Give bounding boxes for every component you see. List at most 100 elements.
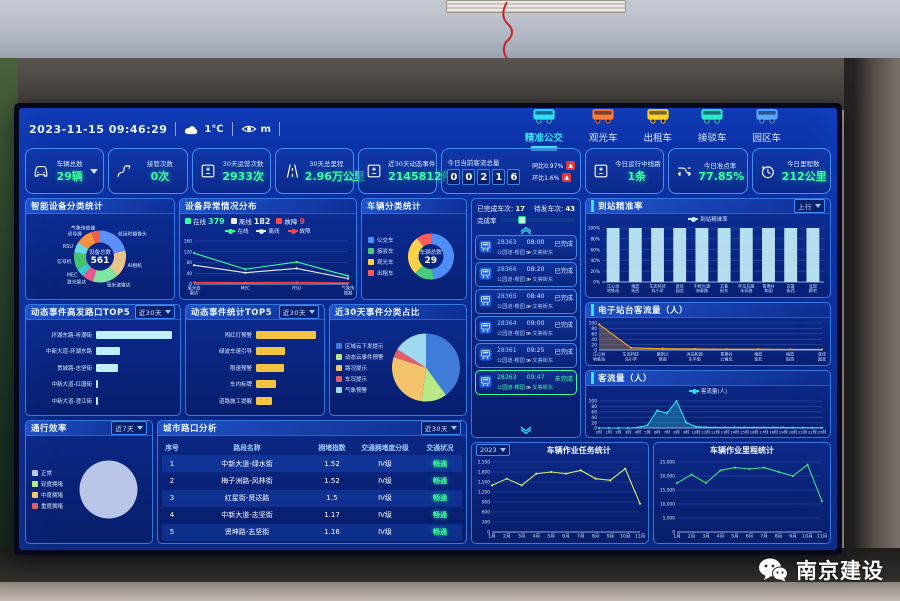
tab-接驳车[interactable]: 接驳车 — [698, 108, 726, 151]
svg-text:5月: 5月 — [731, 534, 739, 540]
tab-出租车[interactable]: 出租车 — [643, 108, 672, 151]
trip-card[interactable]: 28364 09:00 已完成 公园道-樱园≫文荟街东 — [475, 316, 577, 341]
trend-up-icon: ▲ — [566, 160, 576, 170]
trip-route: 公园道-樱园≫文荟街东 — [497, 357, 573, 364]
svg-text:信号机: 信号机 — [57, 258, 72, 265]
legend-label: 气象预警 — [345, 387, 368, 394]
svg-text:AI相机: AI相机 — [128, 262, 142, 269]
svg-text:20: 20 — [591, 420, 597, 426]
range-dropdown[interactable]: 近30天 — [134, 305, 175, 319]
trip-line1: 28361 09:25 已完成 — [497, 347, 573, 356]
scroll-down-chevron[interactable] — [475, 426, 577, 434]
cell: 1.52 — [324, 459, 340, 468]
bar-label: 绿波车速引导 — [218, 349, 252, 355]
panel-device-stats: 智能设备分类统计 低延时摄像头 AI相机 毫米波雷达 激光雷达 MEC 信号机 RSU 诱导屏… — [25, 198, 175, 300]
route-arrow-icon: ≫ — [525, 385, 532, 392]
svg-text:10,000: 10,000 — [660, 502, 675, 508]
svg-text:中新大道洲泰路: 中新大道洲泰路 — [694, 283, 710, 294]
year-dropdown[interactable]: 2023 — [476, 444, 510, 456]
legend-label: 重度拥堵 — [41, 504, 64, 510]
legend-label: 离线 — [268, 229, 280, 235]
cell: IV级 — [378, 494, 392, 503]
status-swatch — [276, 218, 283, 224]
tab-精准公交[interactable]: 精准公交 — [525, 108, 563, 151]
svg-text:11时: 11时 — [701, 430, 710, 435]
cell: IV级 — [378, 511, 392, 520]
stat-card-30天总里程: 30天总里程 2.96万公里 — [274, 148, 365, 194]
passenger-body: 今日当前客流总量 0 0 2 1 6 — [447, 157, 524, 185]
stat-label: 接管次数 — [146, 160, 173, 168]
column-header: 交通拥堵度分级 — [361, 443, 409, 452]
status-swatch — [185, 218, 191, 224]
svg-text:环岛东路永初路: 环岛东路永初路 — [738, 283, 754, 294]
bar-row-中新大道-澄江街: 中新大道-澄江街 — [28, 396, 172, 406]
trip-card[interactable]: 28363 09:47 未完成 公园道-樱园≫文荟街东 — [475, 370, 577, 395]
svg-text:0%: 0% — [593, 280, 600, 286]
svg-text:青奥村公寓北: 青奥村公寓北 — [720, 351, 732, 362]
trip-time: 09:00 — [526, 319, 545, 327]
task-stats-chart: 0 300 600 900 1,200 1,500 1,800 2,100 1月 2月 3月 4月 5月… — [472, 457, 648, 543]
svg-text:20,000: 20,000 — [660, 474, 675, 480]
road-table: 序号 路段名称 拥堵指数 交通拥堵度分级 交通状况 1 中新大道-绿水街 1.52 IV级 畅通 2… — [158, 436, 466, 543]
bar-track — [256, 347, 316, 355]
legend-item-气象预警: 气象预警 — [336, 386, 384, 394]
bar-track — [96, 347, 172, 355]
svg-text:1,800: 1,800 — [478, 470, 491, 476]
bus-icon — [479, 292, 494, 311]
device-status-legend: 在线 离线 故障 — [180, 226, 356, 236]
route-to: 文荟街东 — [532, 385, 554, 392]
bar-label: 贯城路-志坚街 — [57, 365, 92, 372]
svg-text:0: 0 — [672, 530, 675, 536]
svg-text:毫米波雷达: 毫米波雷达 — [107, 281, 131, 288]
panel-task-stats: 2023 车辆作业任务统计 0 300 600 900 1,200 1,500 1,800 2… — [471, 442, 649, 544]
stat-card-车辆总数: 车辆总数 29辆 — [25, 148, 105, 194]
route-to: 文荟街东 — [532, 250, 554, 257]
watermark: 南京建设 — [758, 555, 884, 585]
svg-text:80: 80 — [187, 260, 193, 266]
legend-marker — [688, 388, 699, 394]
tab-园区车[interactable]: 园区车 — [752, 108, 781, 151]
svg-text:60: 60 — [591, 332, 597, 338]
range-dropdown[interactable]: 近30天 — [278, 305, 319, 319]
stat-label: 30天运营次数 — [222, 160, 264, 168]
svg-text:低延时摄像头: 低延时摄像头 — [118, 230, 147, 237]
legend-item-到站精准率: 到站精准率 — [688, 215, 728, 223]
stat-value: 2145812件 — [388, 170, 453, 183]
cell: 5 — [169, 528, 175, 537]
cell: 4 — [169, 511, 175, 520]
trip-route: 公园道-樱园≫文荟街东 — [497, 249, 573, 256]
svg-text:梅蕊街西: 梅蕊街西 — [631, 283, 639, 294]
svg-text:文荟街西: 文荟街西 — [787, 283, 795, 294]
panel-title: 电子站台客流量（人） — [591, 304, 688, 316]
panel-trips: 已完成车次: 17 待发车次: 43 完成率 28363 08:00 已完成 公园道-… — [471, 198, 581, 438]
svg-text:10月: 10月 — [802, 534, 812, 540]
trip-card[interactable]: 28361 09:25 已完成 公园道-樱园≫文荟街东 — [475, 343, 577, 368]
table-row: 2 梅子洲路-风林街 1.52 IV级 畅通 — [162, 472, 462, 489]
trip-status: 已完成 — [554, 240, 573, 248]
panel-title: 动态事件统计TOP5 — [191, 308, 273, 318]
trip-card[interactable]: 28363 08:00 已完成 公园道-樱园≫文荟街东 — [475, 235, 577, 260]
progress-bar — [499, 216, 575, 224]
tab-观光车[interactable]: 观光车 — [589, 108, 617, 151]
svg-text:MEC: MEC — [67, 272, 78, 278]
trip-card[interactable]: 28366 08:20 已完成 公园道-樱园≫文荟街东 — [475, 262, 577, 287]
scroll-up-chevron[interactable] — [475, 227, 577, 235]
range-dropdown[interactable]: 近30天 — [420, 421, 461, 435]
trip-time: 08:40 — [526, 292, 545, 300]
legend-label: 出租车 — [377, 271, 394, 277]
chevron-down-icon[interactable] — [90, 168, 99, 174]
counter-icon — [198, 163, 218, 179]
svg-text:2时: 2时 — [615, 430, 621, 435]
svg-text:11月: 11月 — [817, 534, 827, 540]
cloud-icon — [185, 125, 198, 134]
trip-number: 28363 — [497, 373, 517, 381]
direction-dropdown[interactable]: 上行 — [794, 199, 825, 213]
cell: 红星街-贤达路 — [224, 494, 270, 503]
range-dropdown[interactable]: 近7天 — [111, 421, 147, 435]
trip-card[interactable]: 28365 08:40 已完成 公园道-樱园≫文荟街东 — [475, 289, 577, 314]
passenger-ratios: 同比0.97% ▲ 环比1.6% ▲ — [532, 160, 576, 182]
panel-title: 设备异常情况分布 — [185, 202, 258, 212]
panel-title: 车辆作业里程统计 — [710, 445, 774, 455]
stat-card-body: 30天运营次数 2933次 — [222, 158, 265, 184]
trip-route: 公园道-樱园≫文荟街东 — [497, 384, 573, 391]
